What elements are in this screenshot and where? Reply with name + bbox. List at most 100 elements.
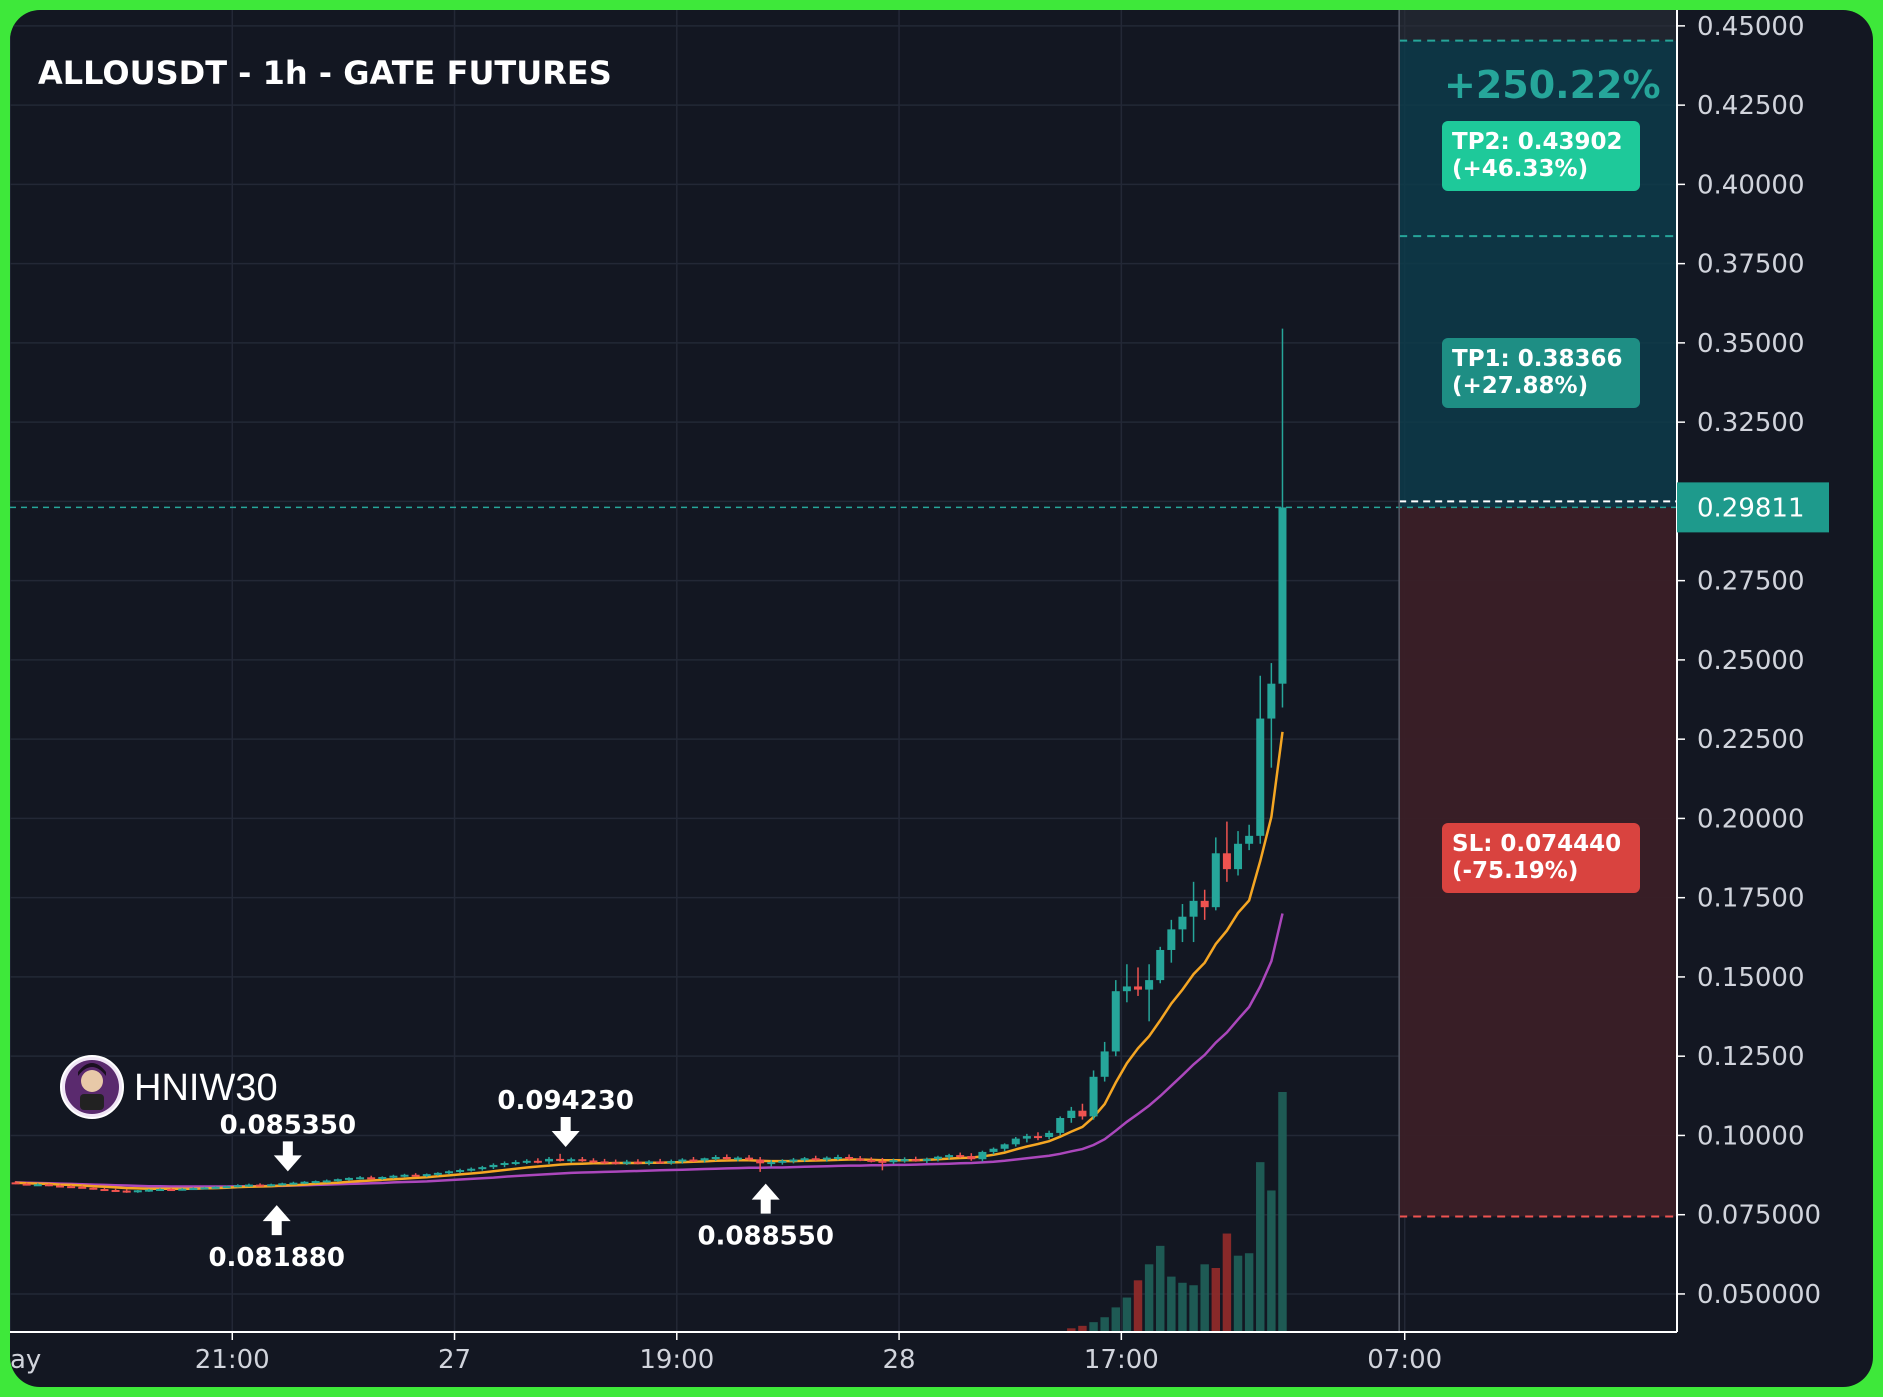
watermark-text: HNIW30: [134, 1067, 278, 1109]
price-axis[interactable]: 0.45000 0.42500 0.40000 0.37500 0.35000 0.325…: [1676, 10, 1829, 1332]
volume-bar: [1222, 1233, 1232, 1332]
candles: [11, 328, 1287, 1193]
candle-body: [367, 1177, 376, 1180]
price-tick-label: 0.32500: [1697, 408, 1805, 438]
candle-body: [144, 1189, 153, 1192]
candle-body: [578, 1159, 587, 1162]
candle-body: [78, 1186, 87, 1189]
watermark: HNIW30: [60, 1055, 278, 1119]
volume-bar: [1278, 1092, 1287, 1332]
last-price-label: 0.29811: [1697, 493, 1805, 523]
candle-body: [833, 1157, 842, 1160]
candle-body: [344, 1177, 353, 1180]
candle-body: [189, 1188, 198, 1191]
candle-body: [289, 1182, 298, 1185]
candle-body: [122, 1190, 131, 1193]
time-tick-label: 17:00: [1084, 1345, 1159, 1375]
arrow-down-icon: [551, 1117, 580, 1148]
time-axis[interactable]: ay 21:00 27 19:00 28 17:00 07:00: [10, 1331, 1677, 1375]
candle-body: [689, 1159, 698, 1162]
tp1-badge-bg: [1442, 338, 1640, 408]
candle-body: [589, 1160, 598, 1163]
candle-body: [856, 1158, 865, 1161]
volume-bar: [1233, 1255, 1243, 1332]
candle-body: [900, 1159, 909, 1162]
annotation-label: 0.085350: [220, 1110, 357, 1140]
candle-body: [178, 1188, 187, 1191]
candle-body: [633, 1161, 642, 1164]
price-tick-label: 0.37500: [1697, 250, 1805, 280]
candle-body: [800, 1158, 809, 1161]
arrow-down-icon: [273, 1141, 302, 1172]
candle-body: [867, 1159, 876, 1162]
candle-body: [378, 1176, 387, 1179]
price-chart[interactable]: 0.085350 0.081880 0.094230 0.088550 0.45000…: [10, 10, 1873, 1387]
candle-body: [100, 1189, 109, 1192]
candle-body: [1178, 916, 1187, 930]
price-tick-label: 0.12500: [1697, 1042, 1805, 1072]
candle-body: [1022, 1136, 1031, 1139]
chart-title: ALLOUSDT - 1h - GATE FUTURES: [38, 54, 612, 92]
candle-body: [1078, 1110, 1087, 1117]
candle-body: [467, 1168, 476, 1171]
time-tick-label: ay: [10, 1345, 41, 1375]
volume-bar: [1100, 1317, 1109, 1332]
candle-body: [300, 1181, 309, 1184]
sl-badge-text: (-75.19%): [1452, 858, 1578, 884]
tp1-badge-text: TP1: 0.38366: [1452, 346, 1623, 372]
annotation-low: 0.081880: [208, 1205, 345, 1273]
price-tick-label: 0.10000: [1697, 1121, 1805, 1151]
price-tick-label: 0.42500: [1697, 91, 1805, 121]
position-badges: TP2: 0.43902(+46.33%) TP1: 0.38366(+27.88…: [1442, 63, 1661, 893]
candle-body: [322, 1180, 331, 1183]
candle-body: [389, 1175, 398, 1178]
volume-bar: [1111, 1307, 1120, 1332]
candle-body: [1000, 1144, 1009, 1149]
candle-body: [267, 1184, 276, 1187]
candle-body: [611, 1162, 620, 1165]
candle-body: [700, 1158, 709, 1161]
candle-body: [1211, 853, 1220, 908]
candle-body: [422, 1174, 431, 1177]
candle-body: [978, 1151, 987, 1160]
candle-body: [878, 1160, 887, 1163]
candle-body: [511, 1162, 520, 1165]
volume-bar: [1256, 1162, 1265, 1332]
candle-body: [1189, 900, 1198, 917]
candle-body: [711, 1157, 720, 1160]
candle-body: [1033, 1136, 1042, 1139]
price-tick-label: 0.27500: [1697, 567, 1805, 597]
tp2-badge: TP2: 0.43902(+46.33%): [1442, 121, 1640, 191]
candle-body: [811, 1158, 820, 1161]
candle-body: [156, 1189, 165, 1192]
volume-bar: [1156, 1245, 1165, 1332]
candle-body: [556, 1158, 565, 1161]
chart-panel: 0.085350 0.081880 0.094230 0.088550 0.45000…: [10, 10, 1873, 1387]
tp1-badge-text: (+27.88%): [1452, 373, 1588, 399]
last-price-badge: [1677, 482, 1829, 533]
pnl-percent: +250.22%: [1444, 63, 1661, 107]
candle-body: [278, 1183, 287, 1186]
tp2-badge-text: (+46.33%): [1452, 156, 1588, 182]
volume-bar: [1144, 1264, 1154, 1332]
candle-body: [67, 1186, 76, 1189]
candle-body: [22, 1183, 31, 1186]
candle-body: [133, 1190, 142, 1193]
candle-body: [733, 1157, 742, 1160]
volume-bar: [1067, 1328, 1076, 1332]
annotation-label: 0.088550: [697, 1222, 834, 1252]
candle-body: [1100, 1051, 1109, 1077]
candle-body: [745, 1157, 754, 1160]
candle-body: [1045, 1132, 1054, 1138]
candle-body: [1222, 853, 1231, 870]
candle-body: [11, 1182, 20, 1185]
candle-body: [244, 1184, 253, 1187]
moving-averages: [15, 731, 1284, 1190]
candle-body: [767, 1162, 776, 1165]
price-tick-label: 0.25000: [1697, 646, 1805, 676]
candle-body: [1234, 843, 1243, 870]
tp1-badge: TP1: 0.38366(+27.88%): [1442, 338, 1640, 408]
candle-body: [167, 1189, 176, 1192]
candle-body: [1011, 1138, 1020, 1145]
arrow-up-icon: [751, 1183, 780, 1214]
